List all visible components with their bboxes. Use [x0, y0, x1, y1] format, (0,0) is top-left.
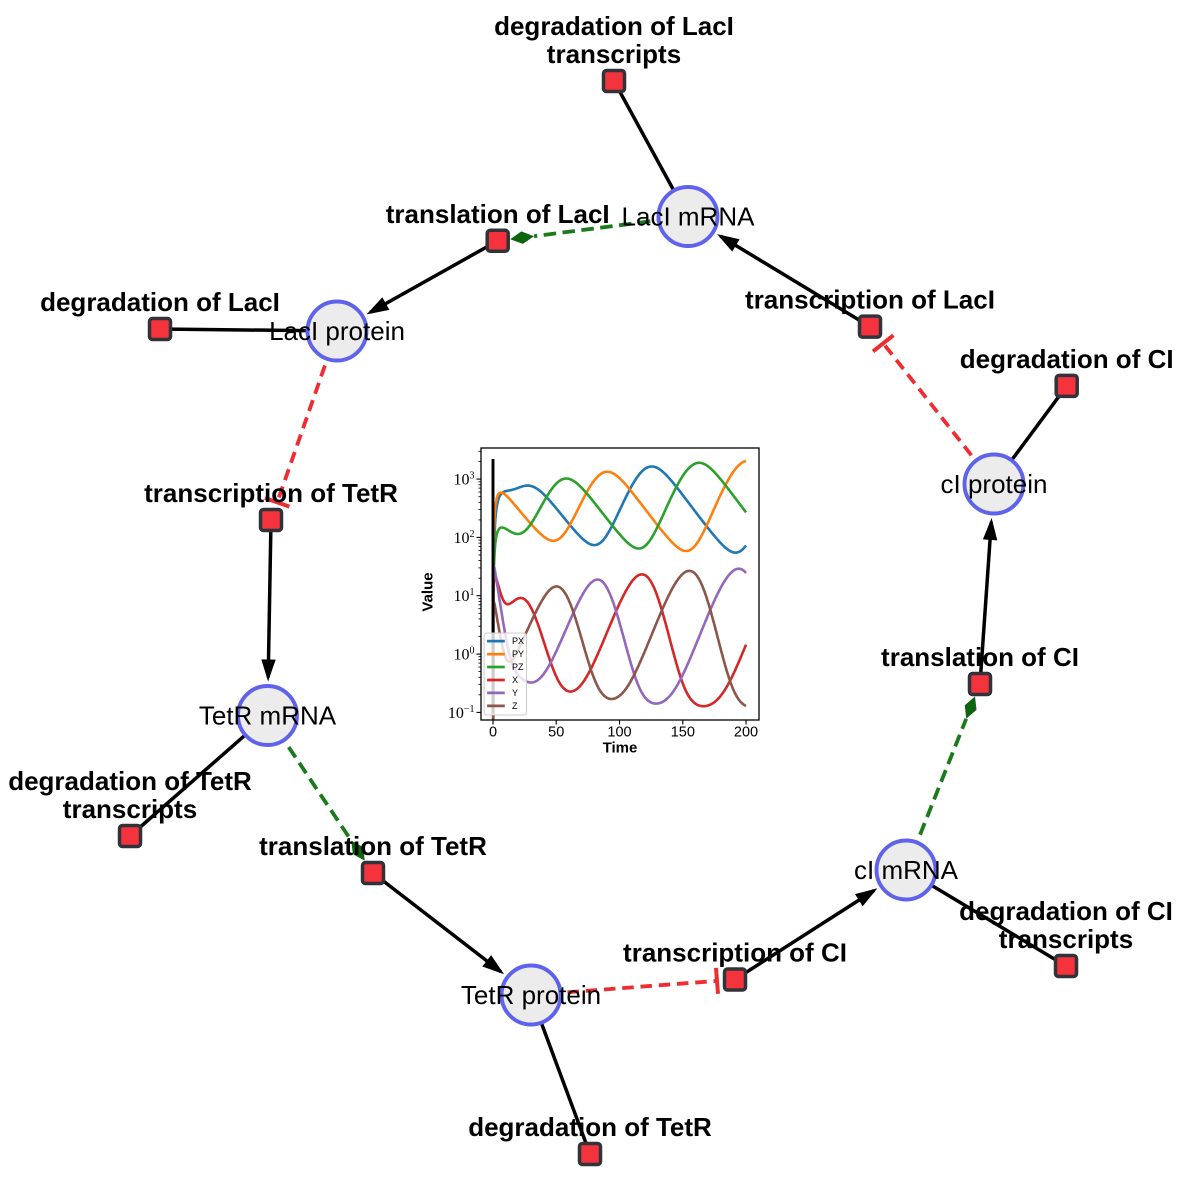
- svg-text:transcription of TetR: transcription of TetR: [144, 478, 398, 508]
- svg-text:translation of TetR: translation of TetR: [259, 831, 487, 861]
- svg-text:degradation of TetR: degradation of TetR: [8, 766, 252, 796]
- svg-text:103: 103: [454, 471, 475, 489]
- svg-text:100: 100: [607, 725, 631, 741]
- svg-text:200: 200: [734, 725, 758, 741]
- svg-text:LacI mRNA: LacI mRNA: [622, 202, 756, 232]
- svg-text:Value: Value: [420, 572, 437, 611]
- svg-text:degradation of LacI: degradation of LacI: [40, 287, 280, 317]
- svg-text:102: 102: [454, 529, 475, 547]
- svg-text:translation of LacI: translation of LacI: [386, 199, 610, 229]
- svg-text:degradation of CI: degradation of CI: [959, 896, 1173, 926]
- svg-text:X: X: [512, 675, 518, 685]
- svg-text:transcripts: transcripts: [547, 39, 681, 69]
- svg-text:101: 101: [454, 587, 475, 605]
- svg-text:transcripts: transcripts: [999, 924, 1133, 954]
- svg-text:100: 100: [454, 646, 475, 664]
- svg-text:translation of CI: translation of CI: [881, 642, 1079, 672]
- svg-text:150: 150: [671, 725, 695, 741]
- svg-text:transcription of LacI: transcription of LacI: [745, 285, 995, 315]
- svg-text:degradation of LacI: degradation of LacI: [494, 11, 734, 41]
- svg-text:degradation of CI: degradation of CI: [960, 344, 1174, 374]
- svg-text:0: 0: [489, 725, 497, 741]
- svg-text:Z: Z: [512, 701, 518, 711]
- svg-text:TetR protein: TetR protein: [461, 980, 601, 1010]
- svg-text:Y: Y: [512, 688, 518, 698]
- svg-text:TetR mRNA: TetR mRNA: [199, 701, 337, 731]
- svg-text:degradation of TetR: degradation of TetR: [468, 1112, 712, 1142]
- svg-text:cI protein: cI protein: [941, 469, 1048, 499]
- svg-text:transcription of CI: transcription of CI: [623, 938, 847, 968]
- svg-text:LacI protein: LacI protein: [269, 316, 405, 346]
- svg-text:PY: PY: [512, 649, 524, 659]
- svg-text:transcripts: transcripts: [63, 794, 197, 824]
- svg-text:cI mRNA: cI mRNA: [854, 855, 959, 885]
- svg-text:PZ: PZ: [512, 662, 524, 672]
- svg-text:Time: Time: [603, 740, 638, 757]
- svg-text:PX: PX: [512, 636, 524, 646]
- svg-text:50: 50: [548, 725, 564, 741]
